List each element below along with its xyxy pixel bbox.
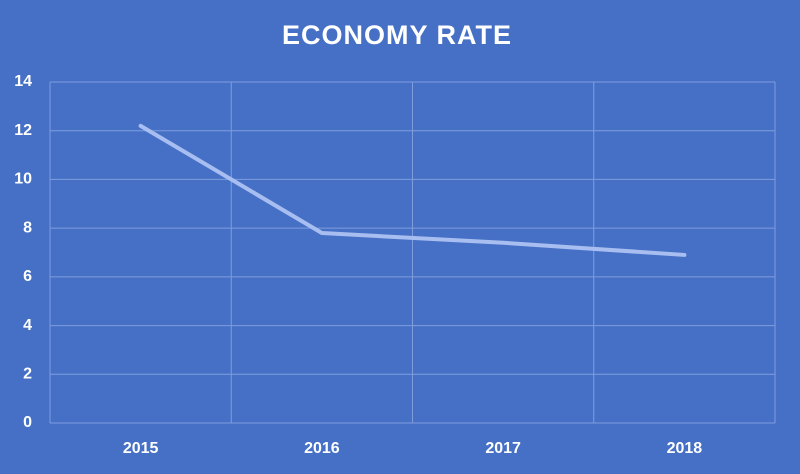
chart-title: ECONOMY RATE bbox=[282, 20, 512, 50]
x-tick-label: 2016 bbox=[304, 440, 340, 457]
y-tick-label: 4 bbox=[23, 317, 32, 334]
x-tick-label: 2017 bbox=[485, 440, 521, 457]
line-series bbox=[138, 123, 687, 257]
x-tick-label: 2018 bbox=[667, 440, 703, 457]
y-tick-label: 10 bbox=[14, 171, 32, 188]
y-tick-label: 8 bbox=[23, 219, 32, 236]
y-tick-label: 0 bbox=[23, 414, 32, 431]
y-tick-label: 14 bbox=[14, 73, 32, 90]
y-tick-label: 6 bbox=[23, 268, 32, 285]
y-tick-label: 12 bbox=[14, 122, 32, 139]
x-tick-label: 2015 bbox=[123, 440, 159, 457]
y-tick-label: 2 bbox=[23, 366, 32, 383]
